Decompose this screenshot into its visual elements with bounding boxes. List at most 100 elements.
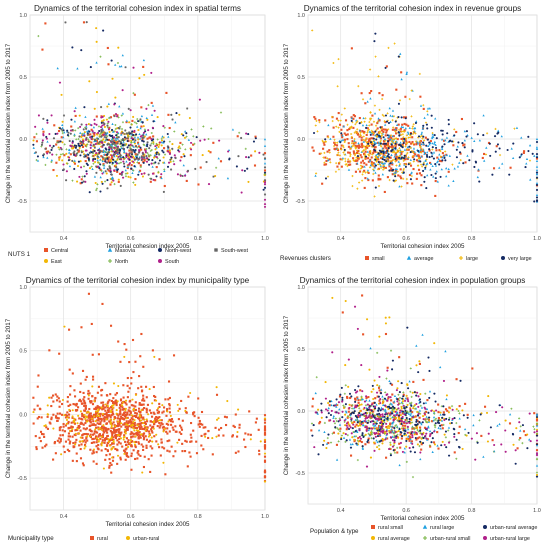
data-point [367,153,370,156]
data-point [357,168,360,171]
data-point [370,161,373,164]
y-axis-label: Change in the territorial cohesion index… [5,43,12,203]
data-point [535,181,539,185]
data-point [438,159,442,162]
data-point [170,168,173,171]
data-point [89,146,92,149]
data-point [535,199,539,202]
data-point [202,125,205,128]
data-point [376,152,379,156]
data-point [146,137,149,140]
data-point [402,157,406,160]
data-point [354,123,357,126]
data-point [161,135,164,138]
data-point [57,397,60,400]
data-point [394,120,397,123]
data-point [97,161,101,164]
data-point [121,408,124,411]
data-point [506,148,509,152]
data-point [183,155,186,158]
series-urban-rural-large [313,305,539,468]
data-point [170,420,173,423]
data-point [69,426,72,429]
data-point [392,401,395,404]
data-point [365,465,369,468]
data-point [127,445,130,449]
data-point [200,444,203,447]
data-point [118,423,121,426]
data-point [375,129,378,132]
data-point [419,95,422,98]
data-point [126,411,129,414]
data-point [405,140,408,143]
data-point [120,114,123,117]
data-point [402,116,406,119]
data-point [46,119,49,122]
data-point [93,138,96,141]
data-point [478,419,481,422]
data-point [165,422,168,425]
data-point [238,423,241,426]
data-point [79,429,82,432]
data-point [244,445,247,449]
data-point [411,127,414,130]
data-point [78,135,81,138]
data-point [61,120,64,123]
data-point [339,141,342,144]
data-point [131,144,134,147]
data-point [343,140,346,143]
series-south-west [34,21,267,196]
data-point [93,415,96,418]
data-point [348,127,351,131]
data-point [369,97,372,100]
data-point [395,143,398,146]
data-point [134,405,137,408]
data-point [374,405,377,408]
data-point [155,156,158,159]
data-point [406,397,409,400]
data-point [173,154,176,157]
data-point [458,405,461,408]
data-point [124,429,127,432]
data-point [493,443,496,447]
data-point [532,425,535,428]
data-point [407,163,410,166]
data-point [440,156,443,159]
data-point [409,158,412,161]
data-point [68,408,71,412]
data-point [376,127,379,130]
data-point [93,161,97,164]
data-point [252,140,256,143]
data-point [410,171,413,174]
data-point [389,382,392,385]
data-point [423,150,426,154]
data-point [441,440,444,443]
data-point [52,413,55,416]
y-tick-label: -0.5 [296,199,305,205]
data-point [362,138,365,141]
data-point [340,438,343,441]
legend-label: East [51,259,62,265]
data-point [134,457,137,461]
data-point [112,456,115,459]
data-point [121,138,124,141]
data-point [134,360,137,363]
data-point [71,428,74,431]
data-point [487,395,490,398]
data-point [122,412,126,415]
data-point [139,454,142,457]
data-point [428,141,431,144]
data-point [432,419,435,422]
data-point [411,391,414,394]
data-point [72,146,75,149]
data-point [82,128,85,131]
data-point [412,143,416,146]
data-point [367,441,370,444]
data-point [201,154,204,157]
data-point [167,161,171,164]
data-point [459,379,462,382]
data-point [419,440,422,443]
data-point [345,422,349,425]
data-point [74,443,77,446]
data-point [50,114,53,117]
